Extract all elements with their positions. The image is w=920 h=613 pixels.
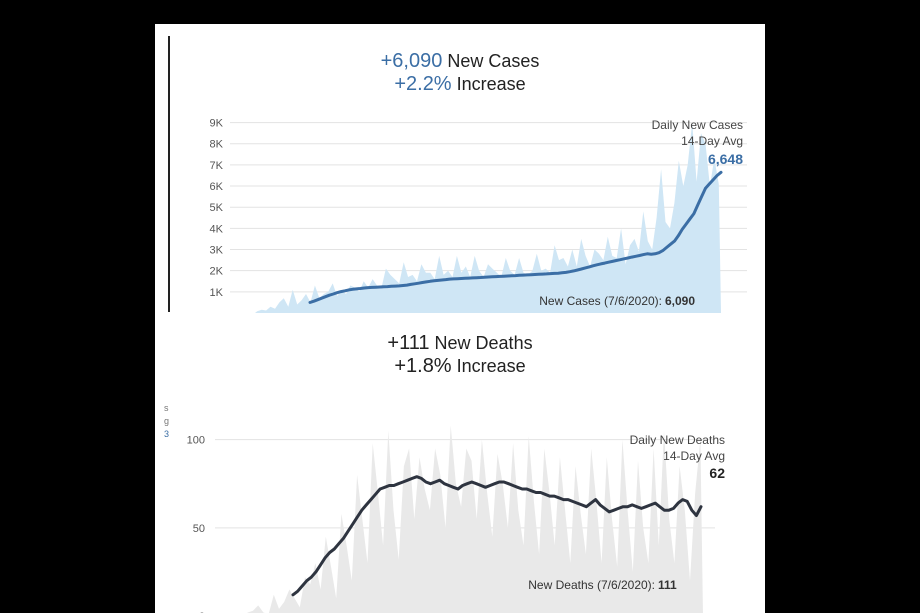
edge-mark: 3 <box>164 429 170 439</box>
deaths-chart: 0 50 100 Daily New Deaths 14-Day Avg 62 Ne… <box>187 425 725 613</box>
cases-avg-line <box>308 170 723 304</box>
cases-legend-title: Daily New Cases <box>652 118 743 132</box>
deaths-avg-value: 62 <box>709 465 725 481</box>
cases-chart: 1K 2K 3K 4K 5K 6K 7K 8K 9K Daily New Cases 14-Da… <box>210 118 747 313</box>
deaths-pct-value: +1.8% <box>394 355 452 377</box>
edge-mark: g <box>164 416 170 426</box>
deaths-pct-label: Increase <box>456 356 526 376</box>
cases-y-tick-label: 5K <box>210 202 224 214</box>
cases-y-tick-label: 7K <box>210 160 224 172</box>
cases-daily-area <box>255 122 721 313</box>
deaths-headline-label: New Deaths <box>434 333 533 353</box>
cases-pct-value: +2.2% <box>394 73 452 95</box>
cases-headline-label: New Cases <box>447 51 540 71</box>
deaths-avg-line <box>291 475 703 597</box>
deaths-y-tick-label: 100 <box>187 435 205 447</box>
deaths-headline: +111 New Deaths +1.8% Increase <box>155 332 765 378</box>
deaths-footer-value: 111 <box>658 578 677 592</box>
cases-footer-label: New Cases (7/6/2020): <box>539 294 662 308</box>
edge-marks: s g 3 <box>164 402 169 441</box>
cases-legend-sub: 14-Day Avg <box>681 134 743 148</box>
cases-headline-value: +6,090 <box>380 50 443 72</box>
panel-edge-line <box>168 36 170 312</box>
cases-y-tick-label: 2K <box>210 266 224 278</box>
cases-y-tick-label: 9K <box>210 118 224 130</box>
deaths-daily-area <box>247 425 703 613</box>
cases-y-tick-label: 4K <box>210 223 224 235</box>
deaths-legend-title: Daily New Deaths <box>630 433 725 447</box>
cases-avg-value: 6,648 <box>708 151 743 167</box>
cases-y-tick-label: 8K <box>210 139 224 151</box>
cases-y-tick-label: 6K <box>210 181 224 193</box>
cases-footer-value: 6,090 <box>665 294 695 308</box>
cases-y-tick-label: 3K <box>210 245 224 257</box>
chart-panel: +6,090 New Cases +2.2% Increase 1K 2K 3K 4K… <box>155 24 765 613</box>
edge-mark: s <box>164 403 169 413</box>
cases-pct-label: Increase <box>456 74 526 94</box>
deaths-y-tick-label: 50 <box>193 523 205 535</box>
cases-y-tick-label: 1K <box>210 287 224 299</box>
deaths-headline-value: +111 <box>387 332 430 354</box>
deaths-y-tick-label: 0 <box>199 611 205 613</box>
deaths-footer-label: New Deaths (7/6/2020): <box>528 578 655 592</box>
cases-headline: +6,090 New Cases +2.2% Increase <box>155 50 765 96</box>
deaths-legend-sub: 14-Day Avg <box>663 449 725 463</box>
